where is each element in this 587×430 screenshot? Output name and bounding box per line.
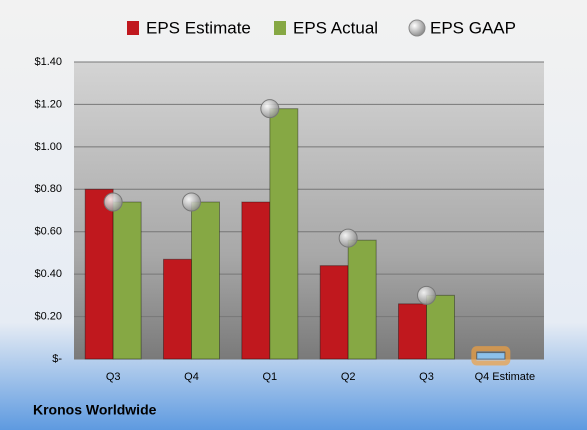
bar xyxy=(347,239,377,360)
gaap-marker xyxy=(260,99,280,119)
bar xyxy=(319,265,349,360)
x-tick-label: Q3 xyxy=(419,371,434,383)
bar xyxy=(112,201,142,360)
legend-text: EPS GAAP xyxy=(430,18,516,37)
legend-text: EPS Estimate xyxy=(146,18,251,37)
x-tick-label: Q1 xyxy=(262,371,277,383)
bar xyxy=(241,201,271,360)
x-tick-label: Q3 xyxy=(106,371,121,383)
gaap-marker xyxy=(103,192,123,212)
y-tick-label: $1.40 xyxy=(34,56,62,68)
y-tick-label: $0.40 xyxy=(34,268,62,280)
y-tick-label: $0.60 xyxy=(34,226,62,238)
gaap-marker xyxy=(182,192,201,212)
legend-marker xyxy=(127,21,139,35)
y-tick-label: $0.20 xyxy=(34,310,62,322)
legend-text: EPS Actual xyxy=(293,18,378,37)
gaap-marker xyxy=(338,228,358,248)
bar xyxy=(476,352,506,360)
bar xyxy=(191,201,220,360)
bar xyxy=(84,188,114,360)
bar xyxy=(269,108,299,360)
y-tick-label: $- xyxy=(52,353,62,365)
x-tick-label: Q2 xyxy=(341,371,356,383)
bar xyxy=(398,303,427,360)
y-tick-label: $1.20 xyxy=(34,98,62,110)
bar xyxy=(426,294,455,360)
y-tick-label: $1.00 xyxy=(34,141,62,153)
gaap-marker xyxy=(417,285,436,305)
plot-area xyxy=(74,62,544,359)
legend-marker xyxy=(408,19,426,37)
legend-marker xyxy=(274,21,286,35)
footer: Kronos Worldwide xyxy=(33,402,157,418)
y-tick-label: $0.80 xyxy=(34,183,62,195)
x-tick-label: Q4 Estimate xyxy=(475,371,536,383)
x-tick-label: Q4 xyxy=(184,371,199,383)
bar xyxy=(163,258,192,360)
bar-glow xyxy=(471,346,511,366)
